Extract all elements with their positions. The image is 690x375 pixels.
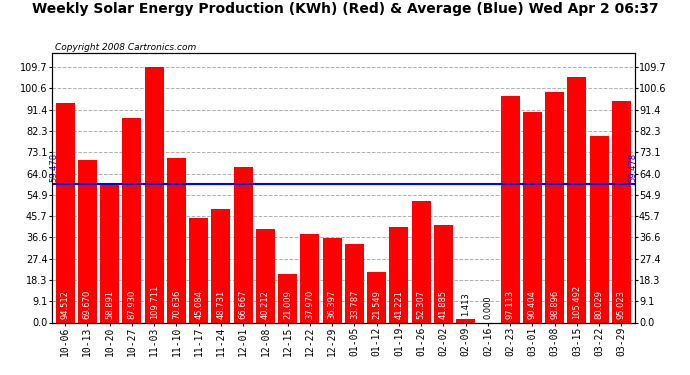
Text: 69.670: 69.670 (83, 290, 92, 319)
Bar (100, 185, 119, 322)
Text: 33.787: 33.787 (350, 290, 359, 319)
Text: 70.636: 70.636 (172, 290, 181, 319)
Text: 80.029: 80.029 (595, 290, 604, 319)
Bar (122, 118, 141, 322)
Bar (389, 226, 408, 322)
Bar (323, 238, 342, 322)
Bar (78, 160, 97, 322)
Text: 41.885: 41.885 (439, 290, 448, 319)
Text: 48.731: 48.731 (217, 290, 226, 319)
Text: 40.212: 40.212 (261, 290, 270, 319)
Bar (56, 102, 75, 322)
Text: Weekly Solar Energy Production (KWh) (Red) & Average (Blue) Wed Apr 2 06:37: Weekly Solar Energy Production (KWh) (Re… (32, 2, 658, 16)
Bar (545, 92, 564, 322)
Bar (523, 112, 542, 322)
Bar (567, 77, 586, 322)
Text: Copyright 2008 Cartronics.com: Copyright 2008 Cartronics.com (55, 43, 196, 52)
Bar (501, 96, 520, 322)
Bar (167, 158, 186, 322)
Text: 109.711: 109.711 (150, 285, 159, 319)
Text: 66.667: 66.667 (239, 290, 248, 319)
Text: 87.930: 87.930 (128, 290, 137, 319)
Bar (234, 167, 253, 322)
Text: 98.896: 98.896 (550, 290, 559, 319)
Text: 0.000: 0.000 (484, 296, 493, 319)
Bar (456, 319, 475, 322)
Bar (189, 217, 208, 322)
Text: 21.009: 21.009 (283, 290, 292, 319)
Text: 52.307: 52.307 (417, 290, 426, 319)
Text: 90.404: 90.404 (528, 290, 537, 319)
Bar (590, 136, 609, 322)
Bar (278, 274, 297, 322)
Text: 95.023: 95.023 (617, 290, 626, 319)
Text: 37.970: 37.970 (306, 290, 315, 319)
Text: 41.221: 41.221 (395, 290, 404, 319)
Bar (300, 234, 319, 322)
Text: 105.492: 105.492 (573, 285, 582, 319)
Text: 59.478: 59.478 (50, 153, 59, 182)
Bar (367, 272, 386, 322)
Bar (211, 209, 230, 322)
Bar (256, 229, 275, 322)
Bar (345, 244, 364, 322)
Text: 1.413: 1.413 (461, 292, 470, 316)
Bar (412, 201, 431, 322)
Bar (145, 67, 164, 322)
Text: 45.084: 45.084 (194, 290, 203, 319)
Text: 58.891: 58.891 (105, 290, 114, 319)
Bar (612, 101, 631, 322)
Bar (434, 225, 453, 322)
Text: 59.478: 59.478 (628, 153, 637, 182)
Text: 36.397: 36.397 (328, 290, 337, 319)
Text: 97.113: 97.113 (506, 290, 515, 319)
Text: 94.512: 94.512 (61, 290, 70, 319)
Text: 21.549: 21.549 (372, 290, 381, 319)
